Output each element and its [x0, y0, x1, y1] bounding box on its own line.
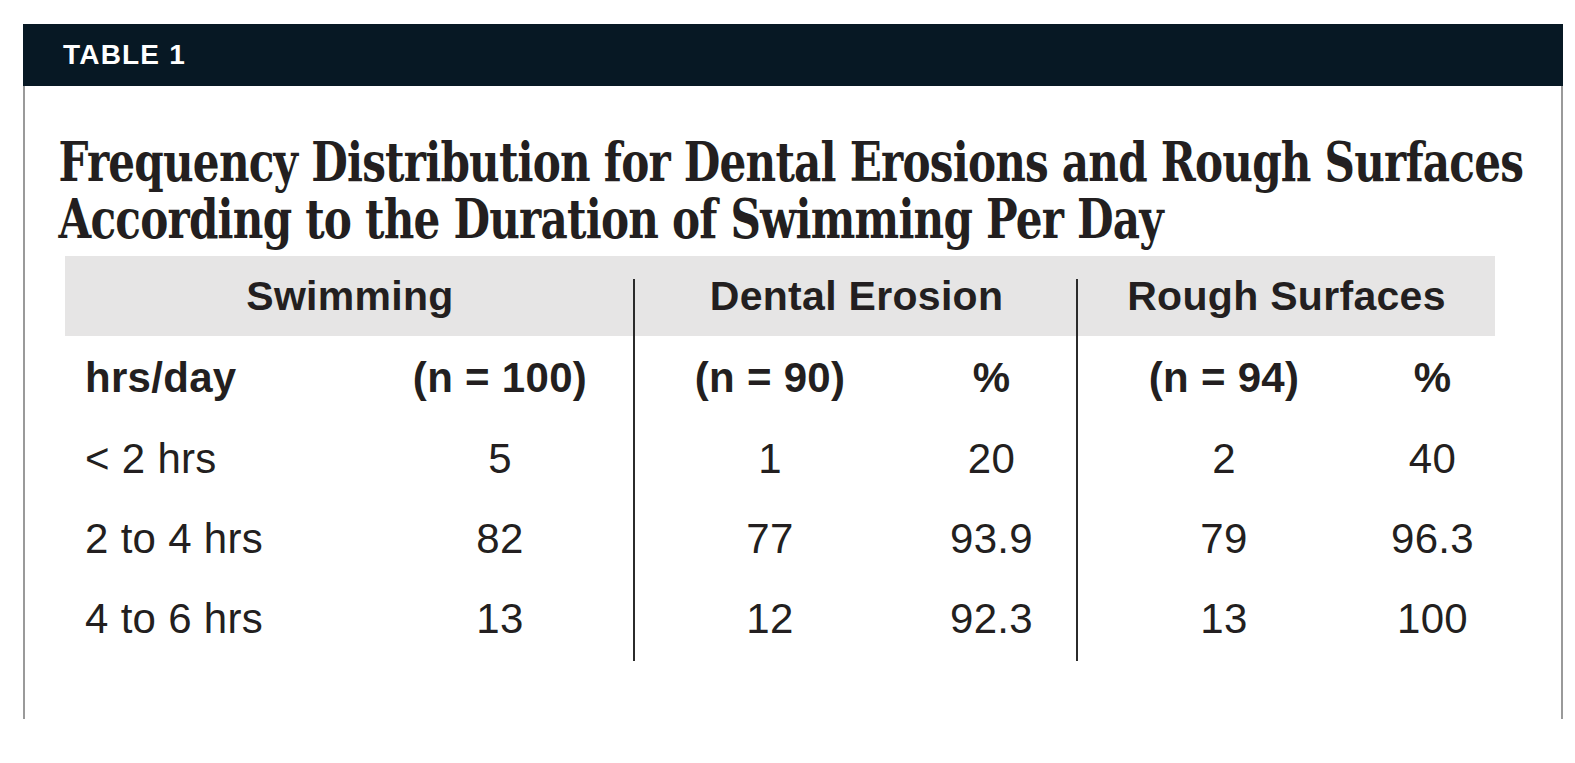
cell-erosion-pct: 93.9 [905, 515, 1078, 563]
table-row: 4 to 6 hrs 13 12 92.3 13 100 [65, 579, 1495, 659]
table-row: < 2 hrs 5 1 20 2 40 [65, 419, 1495, 499]
title-line-2: According to the Duration of Swimming Pe… [59, 187, 1163, 251]
group-header-swimming: Swimming [65, 273, 635, 320]
column-header-swimming-n: (n = 100) [365, 354, 635, 402]
column-header-rough-n: (n = 94) [1078, 354, 1370, 402]
cell-erosion-pct: 20 [905, 435, 1078, 483]
cell-rough-pct: 40 [1370, 435, 1495, 483]
group-header-row: Swimming Dental Erosion Rough Surfaces [65, 256, 1495, 336]
row-label: < 2 hrs [65, 435, 365, 483]
cell-swimming-n: 13 [365, 595, 635, 643]
cell-rough-pct: 100 [1370, 595, 1495, 643]
cell-erosion-n: 1 [635, 435, 905, 483]
cell-rough-pct: 96.3 [1370, 515, 1495, 563]
cell-erosion-pct: 92.3 [905, 595, 1078, 643]
column-header-row: hrs/day (n = 100) (n = 90) % (n = 94) % [65, 336, 1495, 419]
cell-rough-n: 2 [1078, 435, 1370, 483]
cell-rough-n: 79 [1078, 515, 1370, 563]
table-figure: TABLE 1 Frequency Distribution for Denta… [23, 24, 1563, 719]
group-header-dental-erosion: Dental Erosion [635, 273, 1078, 320]
column-header-rough-pct: % [1370, 354, 1495, 402]
table-row: 2 to 4 hrs 82 77 93.9 79 96.3 [65, 499, 1495, 579]
column-divider [633, 279, 635, 661]
column-header-erosion-n: (n = 90) [635, 354, 905, 402]
row-label: 4 to 6 hrs [65, 595, 365, 643]
column-divider [1076, 279, 1078, 661]
cell-rough-n: 13 [1078, 595, 1370, 643]
data-table: Swimming Dental Erosion Rough Surfaces h… [65, 256, 1495, 659]
table-label: TABLE 1 [63, 39, 186, 71]
column-header-erosion-pct: % [905, 354, 1078, 402]
cell-swimming-n: 5 [365, 435, 635, 483]
table-content-area: Frequency Distribution for Dental Erosio… [23, 86, 1563, 719]
group-header-rough-surfaces: Rough Surfaces [1078, 273, 1495, 320]
title-line-1: Frequency Distribution for Dental Erosio… [59, 130, 1524, 194]
cell-erosion-n: 12 [635, 595, 905, 643]
column-header-hrs-day: hrs/day [65, 354, 365, 402]
row-label: 2 to 4 hrs [65, 515, 365, 563]
cell-swimming-n: 82 [365, 515, 635, 563]
table-header-bar: TABLE 1 [23, 24, 1563, 86]
table-title: Frequency Distribution for Dental Erosio… [25, 86, 1575, 248]
cell-erosion-n: 77 [635, 515, 905, 563]
